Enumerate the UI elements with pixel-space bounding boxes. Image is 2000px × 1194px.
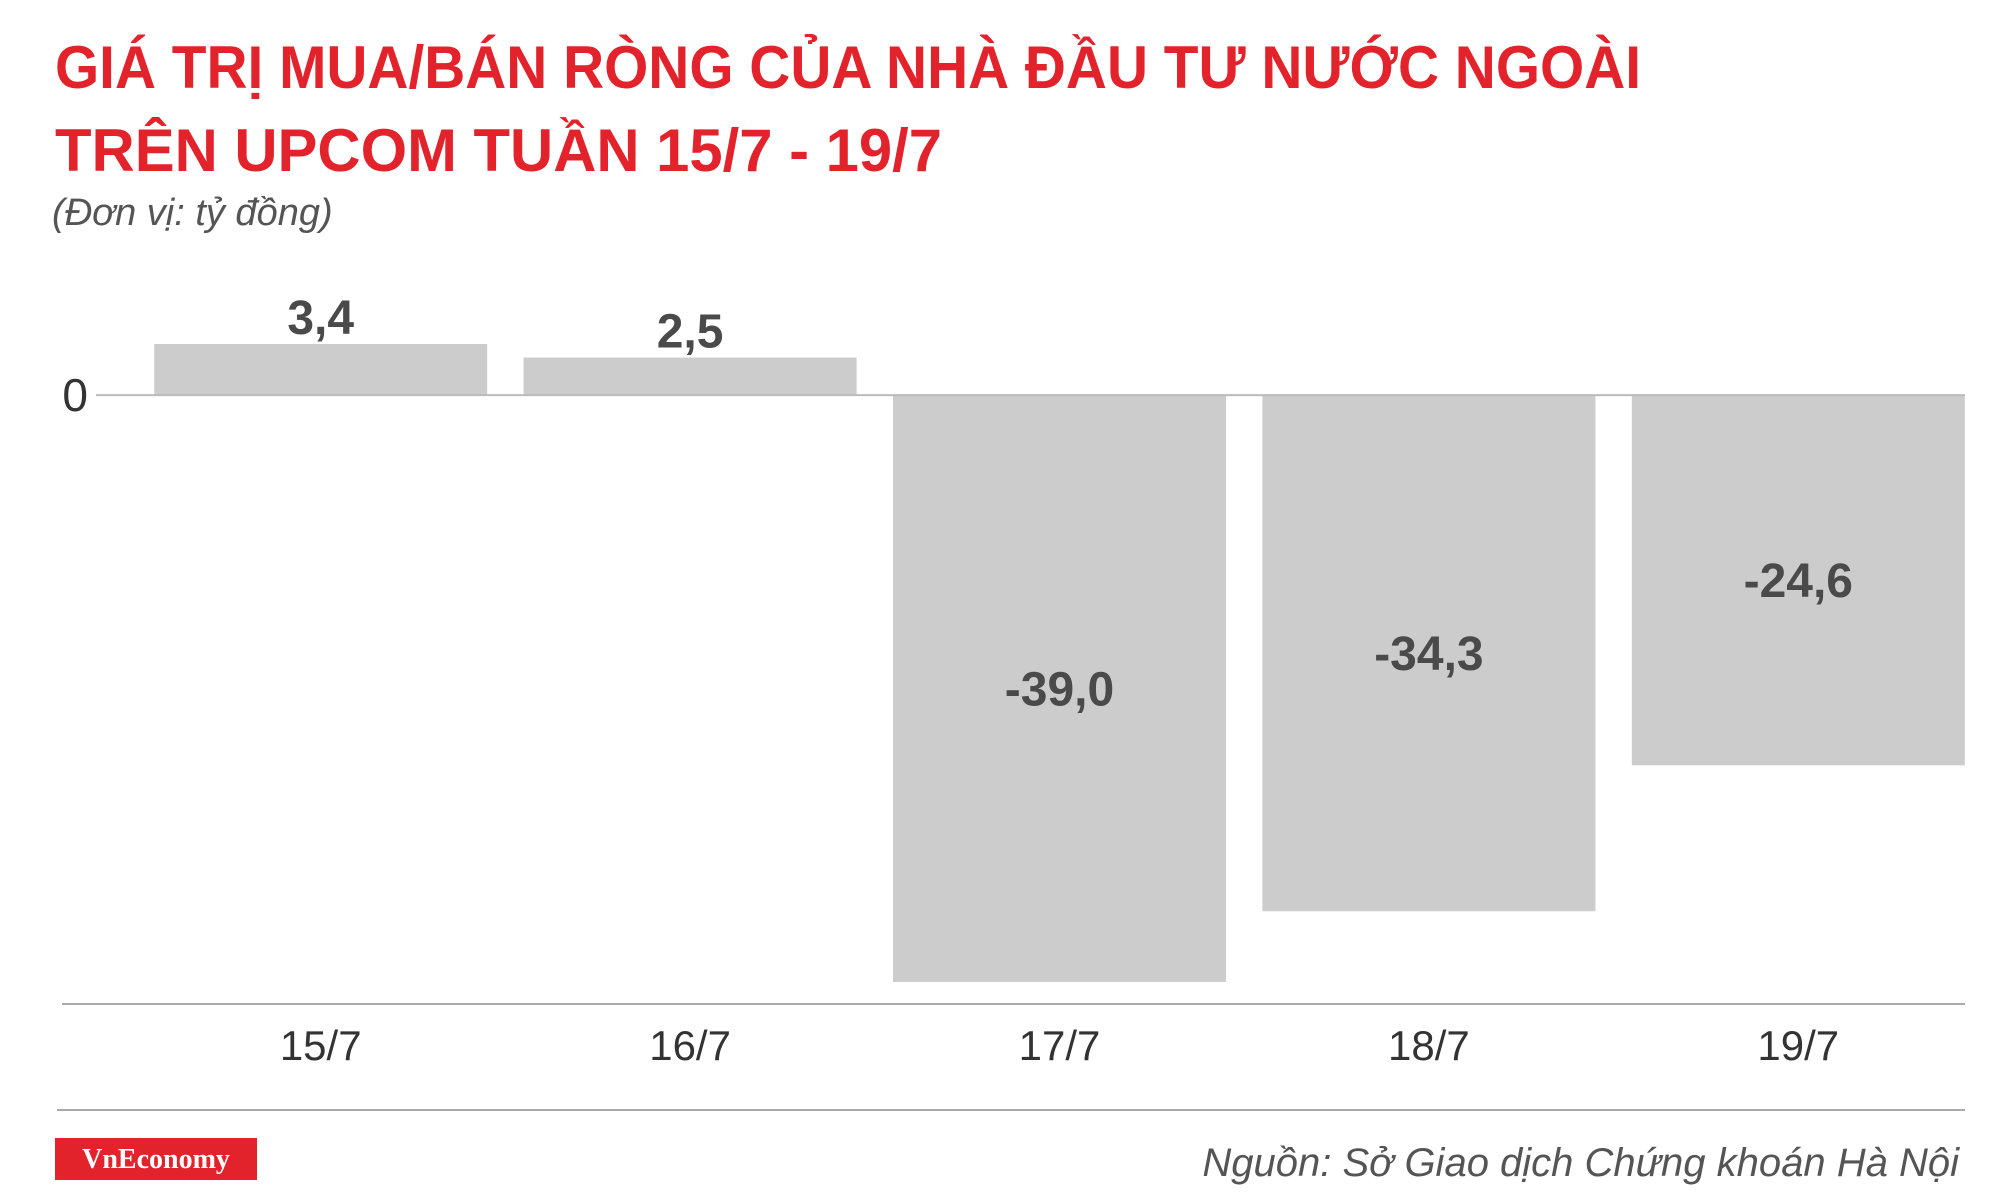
value-label: 3,4 <box>287 292 354 345</box>
x-tick-label: 19/7 <box>1757 1022 1839 1069</box>
bar <box>893 395 1226 982</box>
value-label: -34,3 <box>1374 628 1483 681</box>
logo: VnEconomy <box>82 1144 230 1175</box>
bar <box>523 357 857 396</box>
x-tick-label: 17/7 <box>1019 1022 1101 1069</box>
value-label: 2,5 <box>657 306 724 359</box>
source: Nguồn: Sở Giao dịch Chứng khoán Hà Nội <box>1202 1141 1960 1185</box>
y-tick-label: 0 <box>62 369 88 421</box>
value-label: -39,0 <box>1005 664 1114 717</box>
chart-title: GIÁ TRỊ MUA/BÁN RÒNG CỦA NHÀ ĐẦU TƯ NƯỚC… <box>55 34 1641 101</box>
bar <box>1631 395 1965 766</box>
bar <box>1262 395 1596 912</box>
x-tick-label: 15/7 <box>280 1022 362 1069</box>
chart-title: TRÊN UPCOM TUẦN 15/7 - 19/7 <box>55 117 942 184</box>
subtitle: (Đơn vị: tỷ đồng) <box>52 192 333 234</box>
x-tick-label: 16/7 <box>649 1022 731 1069</box>
bar <box>154 344 488 396</box>
value-label: -24,6 <box>1744 555 1853 608</box>
x-tick-label: 18/7 <box>1388 1022 1470 1069</box>
logo-box <box>55 1138 257 1180</box>
